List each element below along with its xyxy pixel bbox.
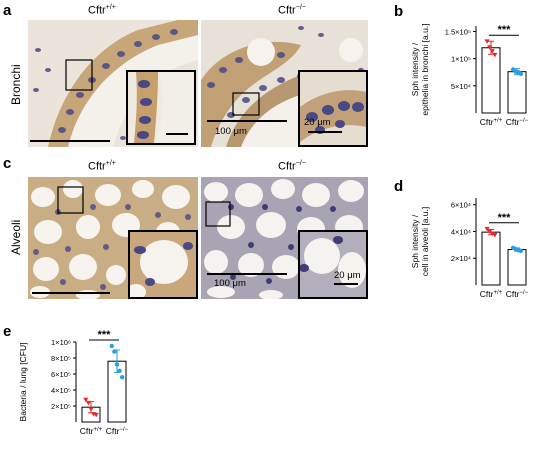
e-significance-label: *** — [98, 330, 112, 341]
e-point — [120, 375, 125, 380]
bronchi-ko-scalebar — [207, 120, 287, 122]
panel-e-letter: e — [3, 323, 12, 340]
bronchi-inset-scale-label: 20 μm — [304, 117, 331, 128]
d-category-label: Cftr−/− — [506, 289, 529, 299]
d-point — [489, 231, 495, 237]
b-bar — [481, 47, 501, 114]
b-category-label: Cftr−/− — [506, 117, 529, 127]
d-ytick-label: 2×10⁴ — [451, 254, 471, 263]
b-bar — [507, 71, 527, 114]
panel-c-letter: c — [3, 155, 12, 172]
panel-a-right-title: Cftr−/− — [278, 4, 306, 17]
e-ytick-label: 4×10⁵ — [51, 386, 71, 395]
e-ytick-label: 1×10⁶ — [51, 338, 71, 347]
b-ylabel: epithelia in bronchi [a.u.] — [420, 23, 430, 115]
d-point — [487, 229, 493, 235]
alveoli-ko-micrograph: 20 μm 100 μm — [201, 177, 368, 299]
d-point — [492, 232, 498, 238]
e-ytick-label: 6×10⁵ — [51, 370, 71, 379]
b-ylabel: Sph intensity / — [410, 42, 420, 96]
b-point — [484, 39, 490, 44]
bronchi-scale-label: 100 μm — [215, 126, 247, 137]
e-point — [112, 349, 117, 354]
alveoli-inset-scale-label: 20 μm — [334, 270, 361, 281]
panel-b-letter: b — [394, 3, 404, 20]
panel-a-row-label: Bronchi — [9, 64, 23, 105]
e-point — [93, 412, 99, 418]
alveoli-ko-inset: 20 μm — [298, 230, 368, 299]
e-point — [88, 407, 94, 412]
bronchi-wt-inset — [126, 70, 196, 145]
alveoli-wt-inset — [128, 230, 198, 299]
e-ytick-label: 2×10⁵ — [51, 402, 71, 411]
d-ylabel: cell in alveoli [a.u.] — [420, 207, 430, 276]
panel-c-right-title: Cftr−/− — [278, 160, 306, 173]
b-ytick-label: 1.5×10⁵ — [445, 27, 471, 36]
b-category-label: Cftr+/+ — [480, 117, 503, 127]
b-point — [492, 52, 498, 58]
b-point — [489, 49, 495, 54]
b-point — [487, 45, 493, 50]
alveoli-wt-micrograph — [28, 177, 198, 299]
bronchi-ko-inset: 20 μm — [298, 70, 368, 147]
e-point — [109, 343, 115, 349]
d-bar — [481, 231, 501, 286]
panel-a-left-title: Cftr+/+ — [88, 4, 116, 17]
b-point — [518, 71, 524, 77]
panel-d-letter: d — [394, 178, 404, 195]
d-ytick-label: 6×10⁴ — [451, 201, 471, 210]
d-point — [484, 226, 490, 232]
chart-d: 6×10⁴ 4×10⁴ 2×10⁴ Sph intensity / cell in al… — [410, 198, 529, 299]
bronchi-wt-micrograph — [28, 20, 198, 147]
d-bar — [507, 249, 527, 286]
alveoli-scale-label: 100 μm — [214, 278, 246, 289]
e-ytick-label: 8×10⁵ — [51, 354, 71, 363]
bronchi-wt-scalebar — [30, 140, 110, 142]
d-ytick-label: 4×10⁴ — [451, 227, 471, 236]
d-point — [518, 248, 524, 254]
e-point — [83, 397, 89, 403]
d-category-label: Cftr+/+ — [480, 289, 503, 299]
chart-e: 1×10⁶ 8×10⁵ 6×10⁵ 4×10⁵ 2×10⁵ Bacteria / lung… — [18, 330, 129, 436]
alveoli-ko-scalebar — [207, 273, 287, 275]
d-significance-label: *** — [498, 212, 512, 224]
b-ytick-label: 5×10⁴ — [451, 82, 471, 91]
e-category-label: Cftr+/+ — [80, 426, 103, 436]
e-point — [85, 400, 91, 406]
chart-b: 1.5×10⁵ 1×10⁵ 5×10⁴ Sph intensity / epitheli… — [410, 23, 529, 127]
e-point — [117, 368, 122, 373]
e-ylabel: Bacteria / lung [CFU] — [18, 343, 28, 422]
d-ylabel: Sph intensity / — [410, 214, 420, 268]
panel-a-letter: a — [3, 2, 12, 19]
b-ytick-label: 1×10⁵ — [451, 55, 471, 64]
panel-c-row-label: Alveoli — [9, 219, 23, 255]
alveoli-wt-scalebar — [32, 292, 110, 294]
panel-c-left-title: Cftr+/+ — [88, 160, 116, 173]
e-category-label: Cftr−/− — [106, 426, 129, 436]
b-significance-label: *** — [498, 24, 512, 36]
bronchi-ko-micrograph: 20 μm 100 μm — [201, 20, 368, 147]
e-point — [114, 362, 120, 367]
